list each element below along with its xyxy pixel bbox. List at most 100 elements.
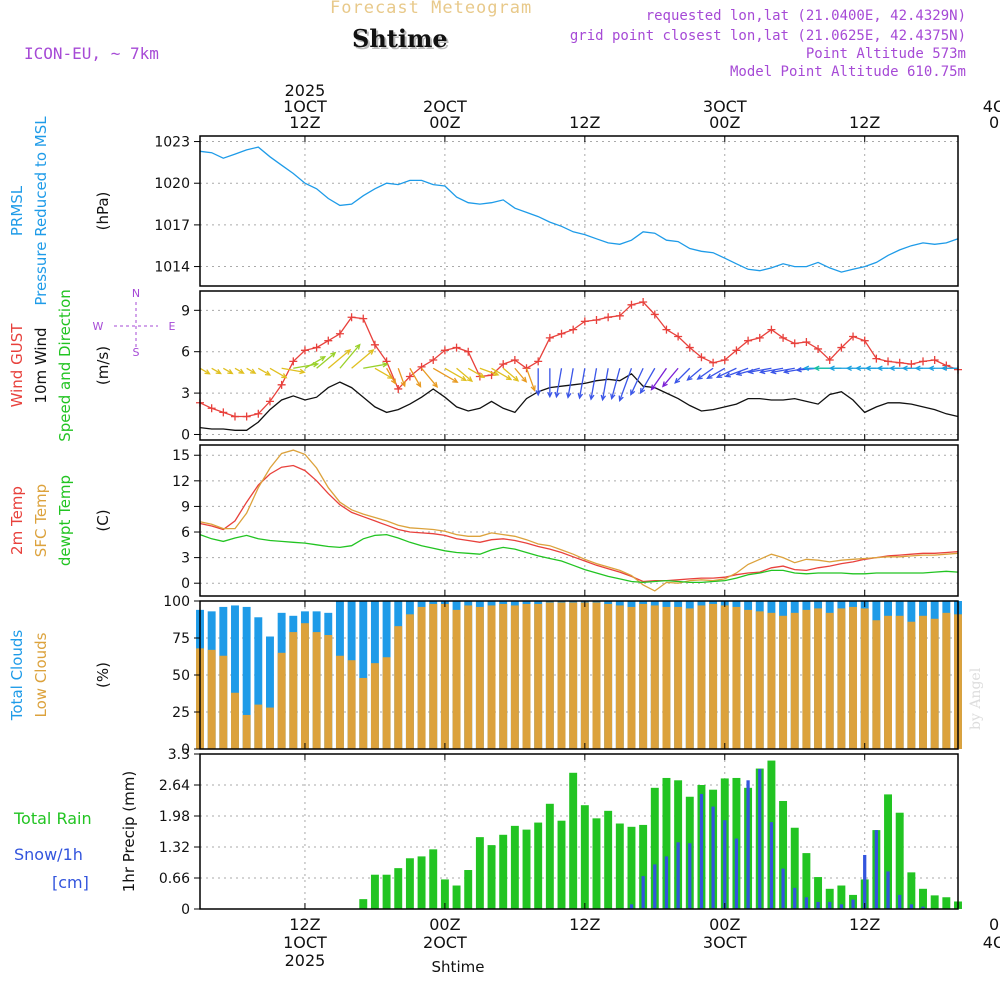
bar-snow-h (909, 904, 913, 909)
wind-arrow-head (354, 343, 361, 350)
top-time-label: 3OCT (703, 97, 747, 116)
bar-low-clouds (475, 606, 484, 749)
wind-direction-arrow (432, 367, 458, 383)
wind-direction-arrow (674, 367, 691, 384)
bar-snow-h (816, 901, 820, 909)
wind-arrow-head (715, 372, 723, 378)
bar-snow-h (793, 887, 797, 909)
bar-low-clouds (662, 606, 671, 749)
compass-south: S (133, 346, 140, 359)
chart-title: Forecast Meteogram (330, 0, 533, 18)
bar-low-clouds (592, 602, 601, 749)
point-altitude: Point Altitude 573m (805, 46, 966, 62)
y-tick-label: 0 (181, 902, 190, 918)
gust-marker (499, 360, 508, 369)
bar-low-clouds (790, 612, 799, 749)
wind-arrow-head (566, 392, 572, 399)
bar-total-rain (580, 805, 589, 909)
bar-low-clouds (732, 606, 741, 749)
bar-snow-h (723, 820, 727, 909)
bar-low-clouds (919, 615, 927, 749)
y-tick-label: 0 (181, 576, 190, 592)
gust-marker (534, 357, 543, 366)
bar-total-rain (662, 777, 671, 909)
bar-total-clouds (359, 601, 368, 749)
time-axis-labels: 20251OCT12Z12Z1OCT20252OCT00Z00Z2OCT12Z1… (283, 81, 1000, 976)
gust-marker (440, 346, 449, 355)
gust-marker (767, 325, 776, 334)
wind-arrow-head (368, 349, 375, 355)
bottom-location-label: Shtime (432, 958, 485, 976)
panel-frame (199, 135, 959, 287)
bar-low-clouds (802, 609, 811, 749)
bar-total-rain (370, 874, 379, 909)
wind-arrow-head (382, 362, 389, 368)
wind-direction-arrow (304, 356, 326, 369)
panel-label-wind: 10m Wind (32, 327, 50, 403)
wind-arrow-head (828, 365, 835, 372)
gust-marker (849, 332, 858, 341)
bar-snow-h (874, 830, 879, 909)
series-2m-temp (199, 464, 959, 583)
wind-arrow-head (802, 365, 810, 372)
y-tick-label: 3 (181, 386, 190, 402)
panel-wind: 0 3 6 9 Wind GUST 10m Wind Speed and Direction… (8, 287, 962, 443)
y-tick-label: 12 (172, 474, 190, 490)
gust-marker (300, 346, 309, 355)
bar-total-rain (790, 827, 799, 909)
y-tick-label: 0 (181, 427, 190, 443)
wind-arrow-head (554, 391, 560, 399)
location-title: Shtime (352, 24, 448, 53)
wind-arrow-head (661, 381, 668, 388)
wind-arrow-head (227, 368, 234, 375)
wind-arrow-head (281, 373, 288, 379)
y-tick-label: 25 (172, 705, 190, 721)
panel-frame (199, 753, 959, 910)
wind-arrow-head (795, 366, 802, 373)
bar-total-clouds (254, 617, 263, 749)
wind-direction-arrow (611, 368, 621, 399)
wind-arrow-head (630, 389, 636, 396)
bar-low-clouds (545, 602, 554, 749)
y-tick-label: 9 (181, 499, 190, 515)
series-prmsl (199, 146, 959, 273)
wind-direction-arrow (199, 367, 210, 375)
bar-low-clouds (347, 660, 356, 749)
wind-arrow-head (940, 365, 947, 372)
gust-marker (802, 338, 811, 347)
bottom-time-label: 00Z (429, 915, 460, 934)
bar-low-clouds (872, 620, 881, 749)
wind-direction-arrow (640, 367, 656, 394)
grid-point-coords: grid point closest lon,lat (21.0625E, 42… (569, 28, 966, 44)
bar-snow-h (758, 769, 762, 909)
wind-direction-arrow (491, 367, 512, 381)
gust-marker (254, 409, 263, 418)
gust-marker (860, 336, 869, 345)
gust-marker (907, 360, 916, 369)
bar-total-rain (545, 803, 554, 909)
model-label: ICON-EU, ~ 7km (24, 44, 159, 63)
bar-low-clouds (709, 603, 718, 749)
wind-arrow-head (416, 381, 422, 388)
compass-cross (114, 302, 158, 348)
bar-low-clouds (324, 635, 333, 749)
bar-total-rain (604, 810, 613, 909)
wind-arrow-head (215, 368, 222, 375)
gust-marker (242, 412, 251, 421)
wind-arrow-head (390, 378, 397, 385)
gust-marker (510, 355, 519, 364)
series-wind-gust (199, 301, 959, 418)
bar-low-clouds (580, 602, 589, 749)
bar-low-clouds (300, 623, 309, 749)
gust-marker (709, 358, 718, 367)
bar-low-clouds (219, 655, 228, 749)
y-tick-label: 1020 (154, 176, 190, 192)
bar-low-clouds (440, 603, 449, 749)
wind-arrow-head (547, 391, 553, 399)
gust-marker (697, 353, 706, 362)
bar-low-clouds (884, 615, 892, 749)
bar-snow-h (804, 897, 809, 909)
bar-low-clouds (289, 632, 298, 749)
bar-low-clouds (615, 605, 624, 749)
